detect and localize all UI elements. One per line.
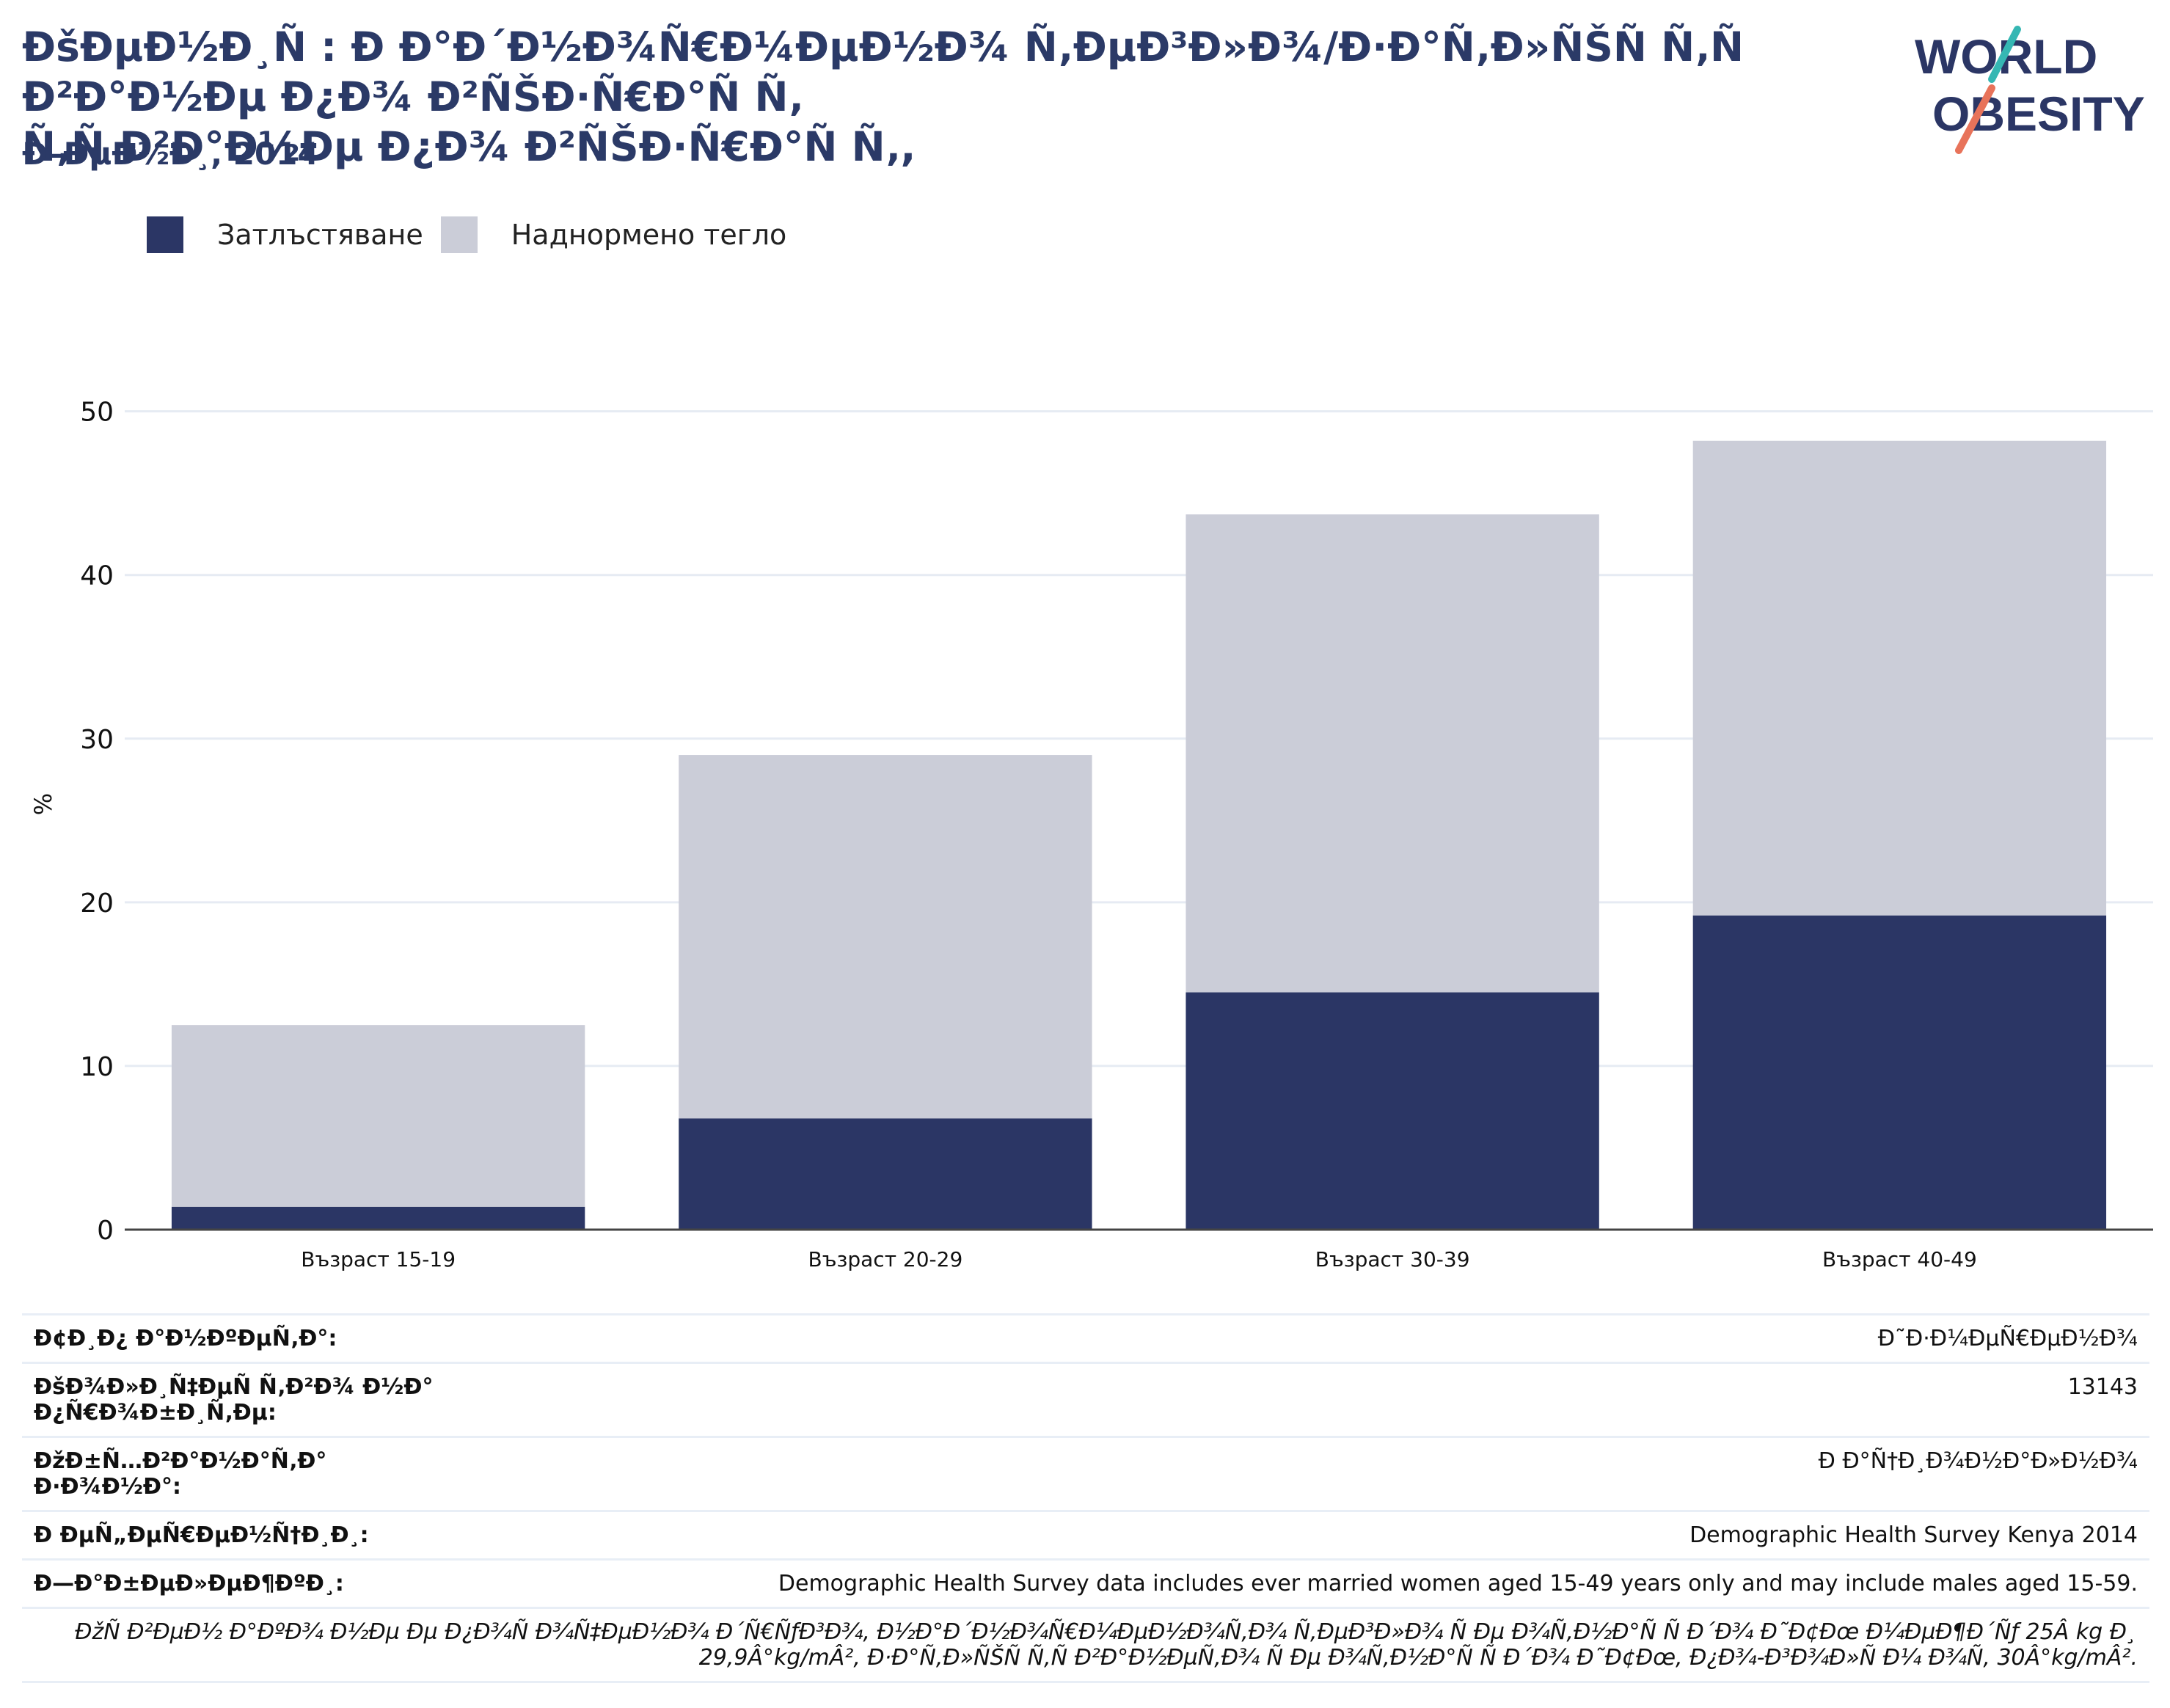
x-tick-label: Възраст 40-49 — [1822, 1247, 1977, 1271]
logo-slash-coral — [1955, 84, 1995, 154]
info-row: ÐžÐ±Ñ…Ð²Ð°Ð½Ð°Ñ‚Ð° Ð·Ð¾Ð½Ð°: Ð Ð°Ñ†Ð¸Ð¾Ð… — [22, 1436, 2149, 1511]
legend-label-overweight: Наднормено тегло — [511, 219, 787, 251]
bar-overweight[interactable] — [1186, 514, 1599, 993]
x-tick-label: Възраст 15-19 — [301, 1247, 456, 1271]
y-tick-label: 30 — [80, 725, 114, 755]
info-key: ÐšÐ¾Ð»Ð¸Ñ‡ÐµÑ Ñ‚Ð²Ð¾ Ð½Ð° Ð¿Ñ€Ð¾Ð±Ð¸Ñ‚Ðµ… — [22, 1362, 456, 1437]
info-footnote-row: ÐžÑ Ð²ÐµÐ½ Ð°ÐºÐ¾ Ð½Ðµ Ðµ Ð¿Ð¾Ñ Ð¾Ñ‡ÐµÐ½… — [22, 1607, 2149, 1683]
logo-slash-teal — [1988, 26, 2021, 83]
info-key: Ð¢Ð¸Ð¿ Ð°Ð½ÐºÐµÑ‚Ð°: — [22, 1313, 456, 1363]
bar-overweight[interactable] — [171, 1025, 585, 1207]
y-tick-label: 0 — [97, 1216, 114, 1246]
bar-obesity[interactable] — [171, 1206, 585, 1230]
bar-obesity[interactable] — [1186, 992, 1599, 1230]
info-footnote: ÐžÑ Ð²ÐµÐ½ Ð°ÐºÐ¾ Ð½Ðµ Ðµ Ð¿Ð¾Ñ Ð¾Ñ‡ÐµÐ½… — [22, 1607, 2149, 1683]
y-axis-label: % — [29, 793, 57, 815]
y-tick-label: 50 — [80, 398, 114, 428]
world-obesity-logo: WORLD OBESITY — [1915, 26, 2145, 154]
chart-title: ÐšÐµÐ½Ð¸Ñ : Ð Ð°Ð´Ð½Ð¾Ñ€Ð¼ÐµÐ½Ð¾ Ñ‚ÐµÐ³Ð… — [22, 23, 1745, 170]
bar-obesity[interactable] — [1692, 915, 2107, 1230]
y-tick-label: 40 — [80, 561, 114, 591]
legend-item-overweight[interactable]: Наднормено тегло — [440, 216, 787, 253]
info-key: ÐžÐ±Ñ…Ð²Ð°Ð½Ð°Ñ‚Ð° Ð·Ð¾Ð½Ð°: — [22, 1436, 456, 1511]
info-value: Ð˜Ð·Ð¼ÐµÑ€ÐµÐ½Ð¾ — [456, 1313, 2149, 1363]
info-value: Demographic Health Survey data includes … — [456, 1558, 2149, 1608]
y-tick-label: 20 — [80, 888, 114, 919]
info-value: Ð Ð°Ñ†Ð¸Ð¾Ð½Ð°Ð»Ð½Ð¾ — [456, 1436, 2149, 1511]
info-value: 13143 — [456, 1362, 2149, 1437]
bar-chart: 0 10 20 30 40 50% Възраст 15-19 Възраст 20-29 Въ… — [29, 398, 2153, 1271]
info-row: ÐšÐ¾Ð»Ð¸Ñ‡ÐµÑ Ñ‚Ð²Ð¾ Ð½Ð° Ð¿Ñ€Ð¾Ð±Ð¸Ñ‚Ðµ… — [22, 1362, 2149, 1437]
bar-overweight[interactable] — [1692, 440, 2107, 916]
legend-swatch-obesity — [147, 216, 183, 253]
info-row: Ð—Ð°Ð±ÐµÐ»ÐµÐ¶ÐºÐ¸: Demographic Health S… — [22, 1558, 2149, 1608]
info-row: Ð¢Ð¸Ð¿ Ð°Ð½ÐºÐµÑ‚Ð°: Ð˜Ð·Ð¼ÐµÑ€ÐµÐ½Ð¾ — [22, 1313, 2149, 1363]
info-value: Demographic Health Survey Kenya 2014 — [456, 1510, 2149, 1560]
bar-overweight[interactable] — [679, 755, 1092, 1119]
legend-item-obesity[interactable]: Затлъстяване — [147, 216, 423, 253]
bar-obesity[interactable] — [679, 1118, 1092, 1230]
info-key: Ð—Ð°Ð±ÐµÐ»ÐµÐ¶ÐºÐ¸: — [22, 1558, 456, 1608]
legend-label-obesity: Затлъстяване — [217, 219, 423, 251]
info-key: Ð ÐµÑ„ÐµÑ€ÐµÐ½Ñ†Ð¸Ð¸: — [22, 1510, 456, 1560]
legend-swatch-overweight — [440, 216, 478, 253]
chart-subtitle: Ð–ÐµÐ½Ð¸, 2014 — [22, 136, 319, 172]
legend: Затлъстяване Наднормено тегло — [147, 213, 804, 257]
y-tick-label: 10 — [80, 1052, 114, 1082]
x-tick-label: Възраст 30-39 — [1315, 1247, 1470, 1271]
x-tick-label: Възраст 20-29 — [808, 1247, 962, 1271]
info-row: Ð ÐµÑ„ÐµÑ€ÐµÐ½Ñ†Ð¸Ð¸: Demographic Health… — [22, 1510, 2149, 1560]
info-table: Ð¢Ð¸Ð¿ Ð°Ð½ÐºÐµÑ‚Ð°: Ð˜Ð·Ð¼ÐµÑ€ÐµÐ½Ð¾ Ðš… — [22, 1313, 2149, 1683]
